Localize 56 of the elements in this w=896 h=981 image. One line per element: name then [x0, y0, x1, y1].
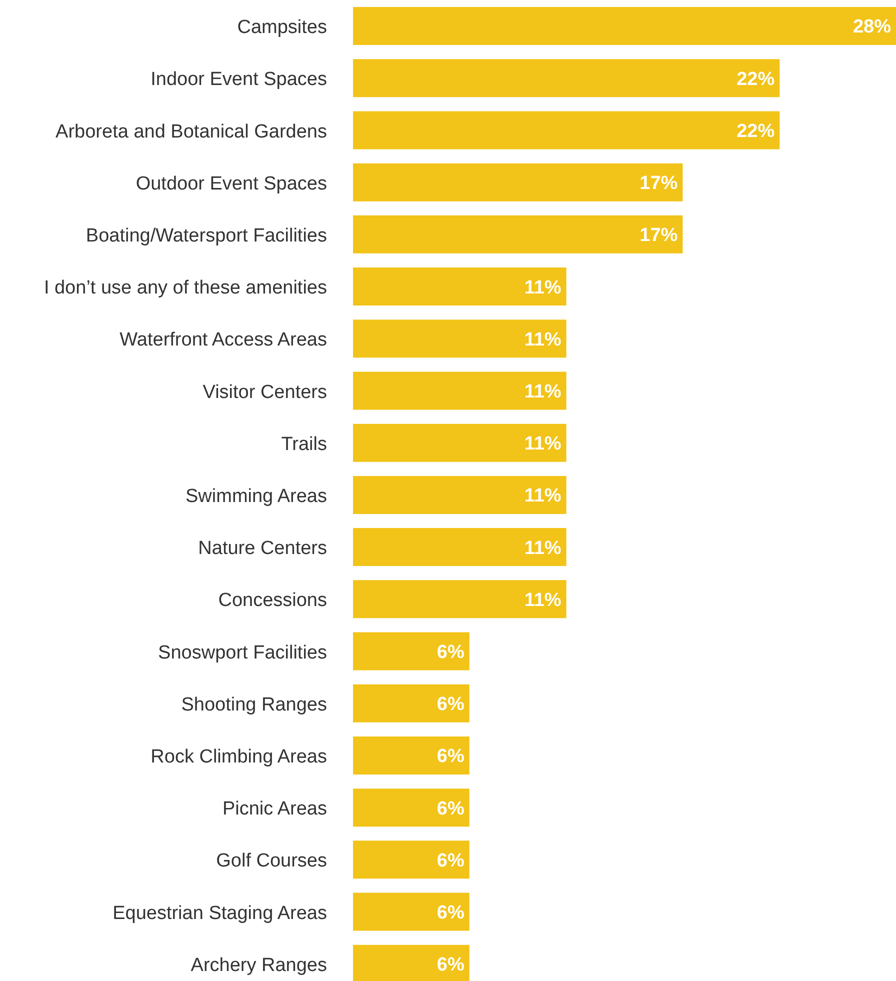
data-label: 11% [524, 381, 562, 402]
y-tick-label: Picnic Areas [222, 798, 327, 820]
data-label: 11% [524, 277, 562, 298]
y-tick-label: Arboreta and Botanical Gardens [56, 121, 327, 142]
data-label: 11% [524, 329, 562, 350]
y-tick-label: Archery Ranges [190, 954, 327, 976]
bar [353, 840, 470, 879]
bar [353, 684, 470, 722]
bar [353, 7, 896, 45]
data-label: 22% [736, 120, 775, 142]
bar [353, 788, 470, 827]
y-tick-label: Visitor Centers [202, 382, 327, 403]
data-label: 11% [524, 486, 562, 507]
data-label: 17% [640, 173, 678, 194]
data-label: 6% [436, 746, 464, 768]
data-label: 28% [852, 16, 892, 38]
bar [353, 580, 566, 618]
data-label: 11% [524, 538, 562, 559]
y-tick-label: Boating/Watersport Facilities [86, 225, 327, 246]
bar [353, 372, 566, 410]
y-tick-label: Swimming Areas [186, 486, 327, 507]
data-label: 17% [640, 225, 678, 246]
y-tick-label: Equestrian Staging Areas [112, 902, 327, 924]
bar [353, 163, 683, 202]
y-tick-label: Trails [281, 434, 327, 455]
y-tick-label: Outdoor Event Spaces [136, 173, 327, 194]
bar [353, 736, 470, 774]
data-label: 6% [436, 902, 464, 924]
y-tick-label: Golf Courses [216, 850, 327, 872]
bar [353, 320, 566, 358]
data-label: 22% [736, 68, 775, 90]
data-label: 11% [524, 434, 562, 455]
bar [353, 632, 470, 670]
data-label: 6% [436, 694, 464, 716]
y-tick-label: Shooting Ranges [181, 694, 327, 716]
y-tick-label: Campsites [237, 17, 327, 38]
y-tick-label: Rock Climbing Areas [150, 746, 327, 768]
y-tick-label: I don’t use any of these amenities [44, 278, 327, 299]
bar [353, 424, 566, 462]
bar [353, 528, 566, 566]
bar [353, 892, 470, 931]
data-label: 6% [436, 642, 464, 664]
bar [353, 215, 683, 254]
bar [353, 111, 780, 150]
data-label: 11% [524, 590, 562, 611]
data-label: 6% [436, 850, 464, 872]
data-label: 6% [436, 798, 464, 820]
y-tick-label: Waterfront Access Areas [120, 330, 327, 351]
bar [353, 476, 566, 514]
y-tick-label: Nature Centers [198, 538, 327, 560]
y-tick-label: Indoor Event Spaces [150, 69, 327, 90]
data-label: 6% [436, 954, 464, 976]
y-tick-label: Concessions [218, 590, 327, 612]
bar [353, 59, 780, 98]
bar [353, 268, 566, 306]
y-tick-label: Snoswport Facilities [158, 642, 327, 664]
